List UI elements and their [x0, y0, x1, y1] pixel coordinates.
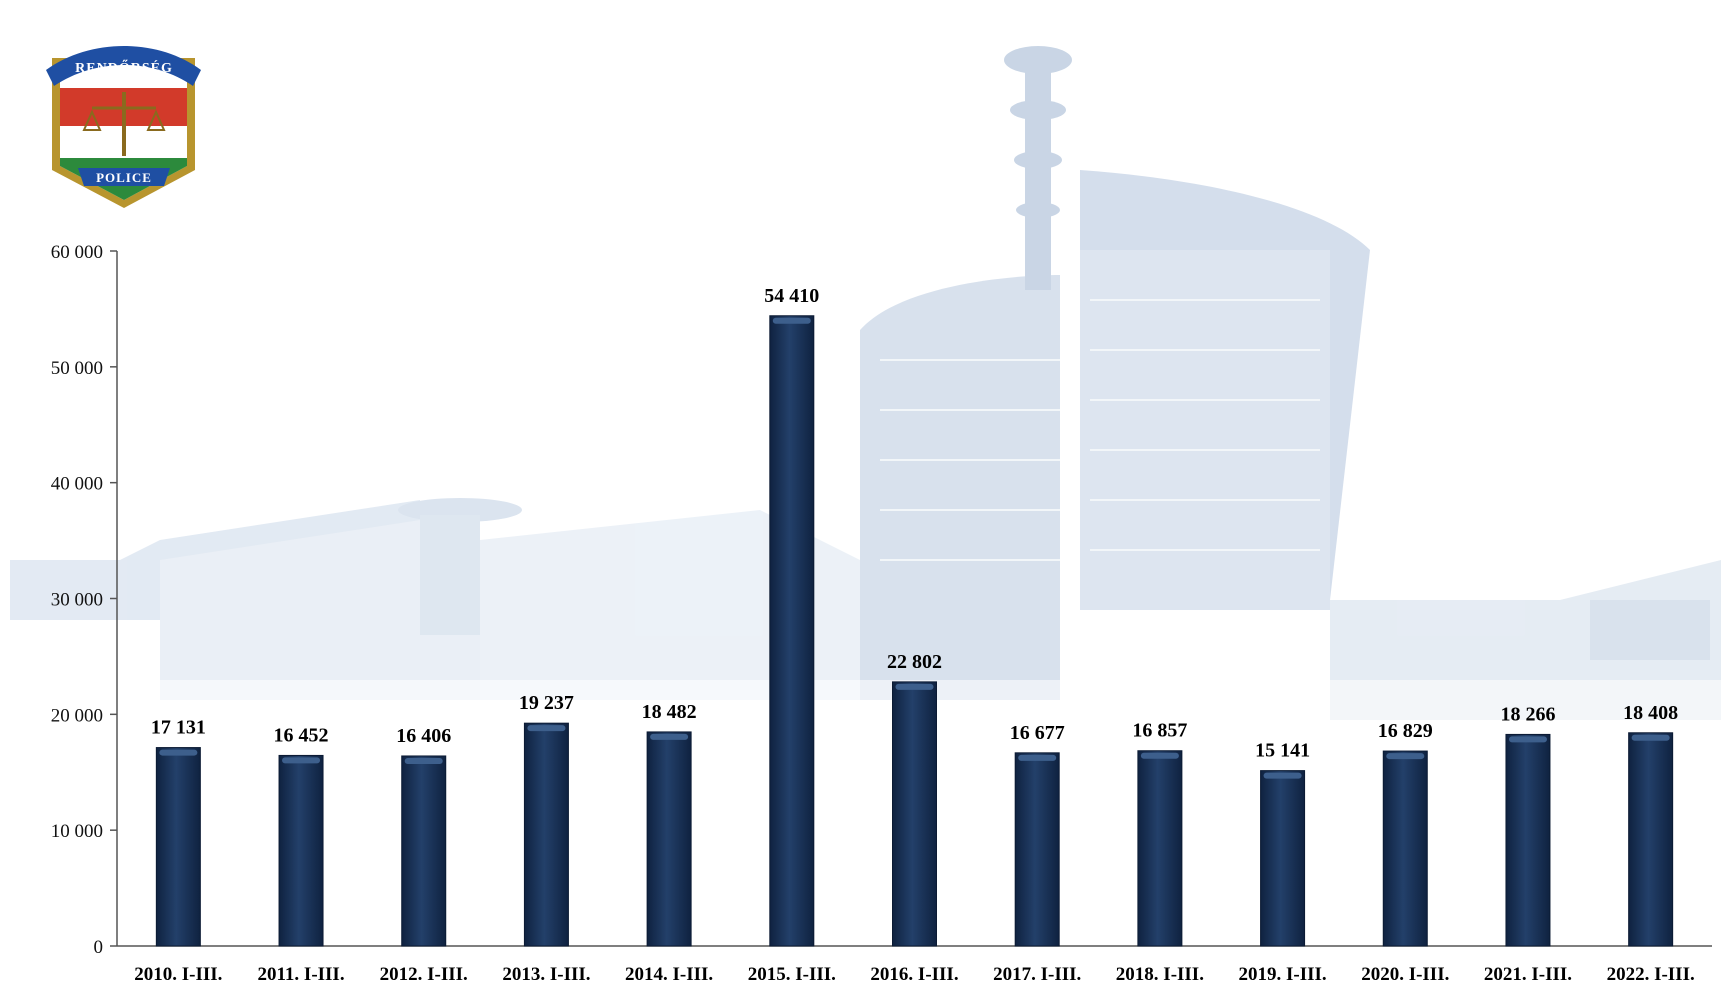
data-label: 18 266	[1500, 703, 1555, 725]
bar	[401, 755, 447, 947]
bar-highlight	[650, 733, 689, 740]
bar	[1382, 750, 1428, 947]
bar-highlight	[1263, 772, 1302, 779]
x-tick-label: 2015. I-III.	[748, 964, 836, 985]
x-tick-label: 2020. I-III.	[1361, 964, 1449, 985]
data-label: 16 677	[1010, 722, 1065, 744]
data-labels: 17 131 16 452 16 406 19 237 18 482 54 410 22 8…	[151, 285, 1678, 762]
x-tick-label: 2016. I-III.	[870, 964, 958, 985]
x-tick-label: 2014. I-III.	[625, 964, 713, 985]
bar	[155, 747, 201, 947]
bar-highlight	[282, 757, 321, 764]
y-tick-label: 60 000	[51, 242, 103, 263]
x-tick-label: 2013. I-III.	[502, 964, 590, 985]
x-tick-label: 2019. I-III.	[1238, 964, 1326, 985]
data-label: 22 802	[887, 651, 942, 673]
bar-highlight	[1508, 736, 1547, 743]
bar	[892, 681, 937, 947]
bar	[278, 754, 324, 947]
data-label: 16 829	[1378, 720, 1433, 742]
bar-highlight	[1018, 754, 1057, 761]
bar	[769, 315, 815, 947]
x-tick-label: 2012. I-III.	[380, 964, 468, 985]
bar	[1260, 770, 1306, 947]
x-tick-label: 2021. I-III.	[1484, 964, 1572, 985]
bar-highlight	[404, 757, 443, 764]
y-tick-label: 30 000	[51, 590, 103, 611]
y-tick-label: 10 000	[51, 821, 103, 842]
y-tick-label: 50 000	[51, 358, 103, 379]
x-tick-label: 2011. I-III.	[257, 964, 344, 985]
x-tick-label: 2018. I-III.	[1116, 964, 1204, 985]
x-tick-label: 2010. I-III.	[134, 964, 222, 985]
data-label: 18 482	[642, 701, 697, 723]
data-label: 15 141	[1255, 740, 1310, 762]
building-background-image	[0, 46, 1721, 950]
y-tick-label: 0	[94, 937, 104, 958]
bars	[155, 315, 1674, 947]
y-tick-label: 20 000	[51, 705, 103, 726]
bar-highlight	[1386, 753, 1425, 760]
police-logo: RENDŐRSÉG POLICE	[46, 46, 201, 208]
bar-highlight	[1140, 752, 1179, 759]
data-label: 19 237	[519, 692, 574, 714]
bar-highlight	[1631, 734, 1670, 741]
bar	[1014, 752, 1060, 947]
data-label: 16 857	[1132, 720, 1187, 742]
data-label: 54 410	[764, 285, 819, 307]
logo-top-text: RENDŐRSÉG	[75, 59, 173, 76]
data-label: 17 131	[151, 717, 206, 739]
data-label: 16 452	[274, 724, 329, 746]
bar-highlight	[527, 725, 566, 732]
bar	[1505, 733, 1551, 947]
y-tick-label: 40 000	[51, 474, 103, 495]
data-label: 18 408	[1623, 702, 1678, 724]
y-axis-ticks: 0 10 000 20 000 30 000 40 000 50 000 60 000	[51, 242, 117, 958]
x-tick-label: 2017. I-III.	[993, 964, 1081, 985]
bar	[523, 722, 569, 947]
bar-highlight	[159, 749, 198, 756]
data-label: 16 406	[396, 725, 451, 747]
logo-bottom-text: POLICE	[96, 170, 152, 185]
bar-highlight	[772, 317, 811, 324]
bar-highlight	[895, 683, 934, 690]
x-axis-labels: 2010. I-III. 2011. I-III. 2012. I-III. 2013…	[134, 964, 1694, 985]
bar	[1628, 732, 1674, 947]
x-tick-label: 2022. I-III.	[1607, 964, 1695, 985]
bar	[1137, 750, 1183, 947]
bar	[646, 731, 692, 947]
